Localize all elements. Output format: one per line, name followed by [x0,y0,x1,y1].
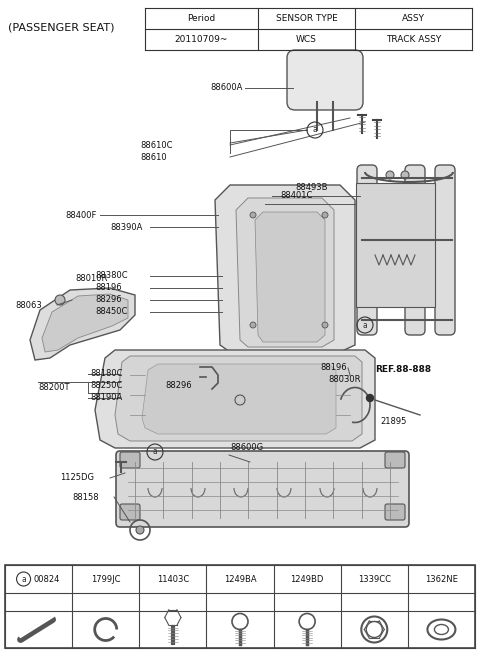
Text: 88493B: 88493B [295,183,327,192]
FancyBboxPatch shape [385,452,405,468]
Text: SENSOR TYPE: SENSOR TYPE [276,14,337,23]
FancyBboxPatch shape [120,504,140,520]
FancyBboxPatch shape [287,50,363,110]
Polygon shape [255,212,325,342]
Text: 88190A: 88190A [90,394,122,402]
Text: 1799JC: 1799JC [91,575,120,584]
Text: 1249BA: 1249BA [224,575,256,584]
Text: a: a [21,575,26,584]
Text: a: a [312,125,317,135]
Text: 1362NE: 1362NE [425,575,458,584]
Text: 88401C: 88401C [280,191,312,200]
Text: 88063: 88063 [15,300,42,310]
FancyBboxPatch shape [357,165,377,335]
FancyBboxPatch shape [120,452,140,468]
Text: 88380C: 88380C [95,272,128,281]
Polygon shape [115,356,362,441]
Polygon shape [30,288,135,360]
Text: 88610C: 88610C [140,140,172,150]
Circle shape [322,322,328,328]
Text: 1125DG: 1125DG [60,473,94,483]
FancyBboxPatch shape [435,165,455,335]
Text: TRACK ASSY: TRACK ASSY [386,35,441,44]
Circle shape [401,171,409,179]
Text: 11403C: 11403C [157,575,189,584]
Text: 1249BD: 1249BD [290,575,324,584]
FancyBboxPatch shape [116,451,409,527]
Text: 88390A: 88390A [110,223,143,232]
Polygon shape [142,364,336,434]
Text: (PASSENGER SEAT): (PASSENGER SEAT) [8,22,115,32]
Text: a: a [362,321,367,330]
Polygon shape [215,185,355,352]
Text: 1339CC: 1339CC [358,575,391,584]
Circle shape [367,394,373,402]
Circle shape [55,295,65,305]
FancyBboxPatch shape [405,165,425,335]
Text: REF.88-888: REF.88-888 [375,366,431,375]
Text: 88600G: 88600G [230,443,263,452]
Text: ASSY: ASSY [402,14,425,23]
Text: 88158: 88158 [72,492,98,502]
Circle shape [322,212,328,218]
Text: 88196: 88196 [95,283,121,293]
Text: 88400F: 88400F [65,210,96,219]
Circle shape [136,526,144,534]
Text: 88610: 88610 [140,153,167,161]
Text: 88296: 88296 [95,296,121,304]
Text: 88030R: 88030R [328,375,360,385]
Text: 88600A: 88600A [210,84,242,93]
Circle shape [386,171,394,179]
FancyBboxPatch shape [385,504,405,520]
Text: 88250C: 88250C [90,381,122,390]
Text: 88296: 88296 [165,381,192,390]
FancyBboxPatch shape [5,565,475,648]
Text: 21895: 21895 [380,417,407,426]
Polygon shape [95,350,375,448]
Circle shape [250,322,256,328]
Text: a: a [153,447,157,456]
Text: 00824: 00824 [34,575,60,584]
Text: 88450C: 88450C [95,308,127,317]
Polygon shape [236,198,334,347]
Text: 88180C: 88180C [90,370,122,379]
Circle shape [250,212,256,218]
FancyBboxPatch shape [356,183,435,307]
Text: 88196: 88196 [320,364,347,372]
Text: 20110709~: 20110709~ [175,35,228,44]
Polygon shape [42,294,128,352]
Text: Period: Period [187,14,216,23]
Text: 88010R: 88010R [75,274,108,283]
Text: 88200T: 88200T [38,383,70,392]
Text: WCS: WCS [296,35,317,44]
